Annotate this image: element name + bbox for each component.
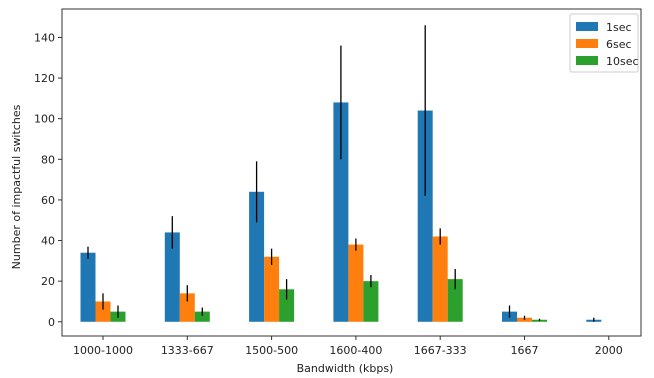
bar bbox=[264, 256, 280, 322]
plot-frame bbox=[61, 8, 642, 337]
legend-swatch bbox=[576, 39, 598, 48]
x-tick-label: 2000 bbox=[595, 344, 623, 357]
x-tick-label: 1667 bbox=[511, 344, 539, 357]
y-tick-label: 60 bbox=[41, 194, 55, 207]
bar bbox=[80, 252, 96, 322]
y-tick-label: 0 bbox=[48, 316, 55, 329]
x-tick-label: 1500-500 bbox=[245, 344, 298, 357]
bar bbox=[179, 293, 195, 322]
x-tick-label: 1333-667 bbox=[161, 344, 214, 357]
x-tick-label: 1667-333 bbox=[414, 344, 467, 357]
bar bbox=[432, 236, 448, 322]
bar bbox=[363, 281, 379, 322]
y-tick-label: 40 bbox=[41, 235, 55, 248]
y-axis-label: Number of impactful switches bbox=[10, 104, 23, 269]
legend-swatch bbox=[576, 56, 598, 65]
bar bbox=[447, 279, 463, 322]
legend-swatch bbox=[576, 22, 598, 31]
y-tick-label: 140 bbox=[34, 31, 55, 44]
y-tick-label: 80 bbox=[41, 153, 55, 166]
bar bbox=[194, 311, 210, 322]
plot-area: 0 20 40 60 80 100 120 140 1000-1000 1333-667 1500-… bbox=[34, 8, 642, 357]
y-tick-label: 20 bbox=[41, 275, 55, 288]
bar bbox=[164, 232, 180, 322]
bar bbox=[279, 289, 295, 322]
bar bbox=[417, 110, 433, 322]
y-tick-label: 120 bbox=[34, 72, 55, 85]
x-axis-label: Bandwidth (kbps) bbox=[297, 362, 394, 375]
bar bbox=[348, 244, 364, 322]
bar bbox=[249, 191, 265, 322]
y-axis-label-group: Number of impactful switches bbox=[10, 104, 23, 269]
x-tick-label: 1000-1000 bbox=[73, 344, 133, 357]
legend-label: 1sec bbox=[606, 21, 632, 34]
bar bbox=[333, 102, 349, 322]
legend-label: 10sec bbox=[606, 55, 639, 68]
legend-label: 6sec bbox=[606, 38, 632, 51]
x-tick-label: 1600-400 bbox=[329, 344, 382, 357]
y-tick-label: 100 bbox=[34, 113, 55, 126]
legend: 1sec 6sec 10sec bbox=[569, 13, 639, 73]
bar bbox=[95, 301, 111, 322]
